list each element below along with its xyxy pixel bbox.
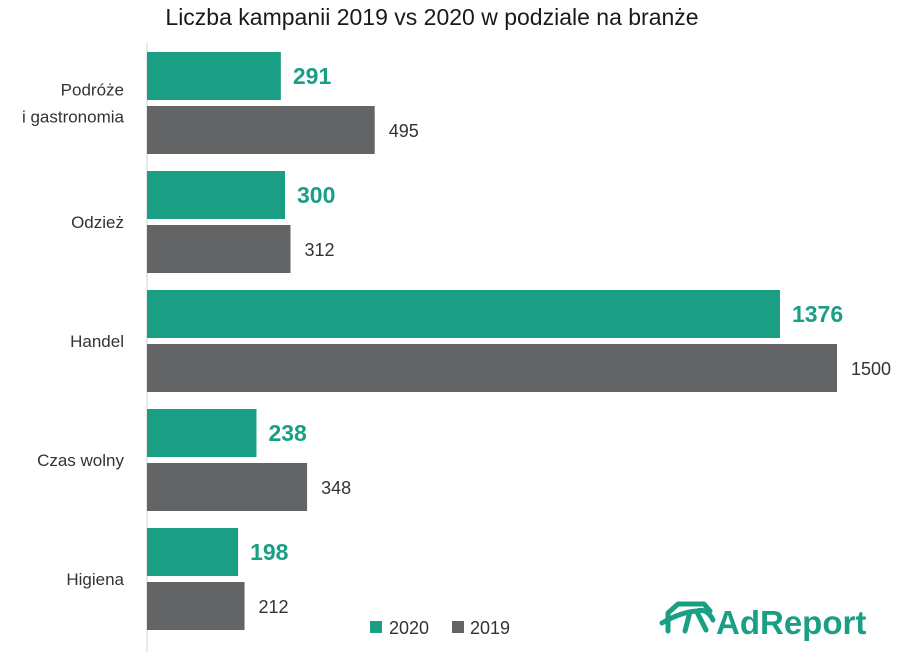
value-label-2020-0: 291 <box>293 63 332 89</box>
legend-label-2020: 2020 <box>389 618 429 638</box>
value-label-2020-3: 238 <box>268 420 307 446</box>
category-label-4: Higiena <box>66 570 124 589</box>
adreport-logo-text: AdReport <box>716 604 866 641</box>
bar-2019-1 <box>147 225 291 273</box>
adreport-logo-icon <box>659 601 716 634</box>
value-label-2020-2: 1376 <box>792 301 843 327</box>
value-label-2020-4: 198 <box>250 539 289 565</box>
bar-2020-2 <box>147 290 780 338</box>
legend[interactable]: 2020 2019 <box>370 618 510 638</box>
bar-2019-0 <box>147 106 375 154</box>
category-label-0: Podróże i gastronomia <box>22 81 125 127</box>
value-label-2019-3: 348 <box>321 478 351 498</box>
legend-swatch-2019 <box>452 621 464 633</box>
category-label-3: Czas wolny <box>37 451 124 470</box>
value-label-2019-0: 495 <box>389 121 419 141</box>
value-labels: 291 495 300 312 1376 1500 238 348 198 212 <box>250 63 891 617</box>
legend-swatch-2020 <box>370 621 382 633</box>
value-label-2019-4: 212 <box>259 597 289 617</box>
bars-group <box>147 52 837 630</box>
bar-2020-0 <box>147 52 281 100</box>
bar-2019-4 <box>147 582 245 630</box>
bar-2019-2 <box>147 344 837 392</box>
bar-2020-1 <box>147 171 285 219</box>
chart-title: Liczba kampanii 2019 vs 2020 w podziale … <box>165 4 698 30</box>
category-label-2: Handel <box>70 332 124 351</box>
bar-2020-4 <box>147 528 239 576</box>
category-labels: Podróże i gastronomia Odzież Handel Czas wol… <box>22 81 125 590</box>
bar-2020-3 <box>147 409 257 457</box>
adreport-logo: AdReport <box>659 601 866 641</box>
bar-2019-3 <box>147 463 308 511</box>
category-label-1: Odzież <box>71 213 124 232</box>
value-label-2020-1: 300 <box>297 182 335 208</box>
legend-label-2019: 2019 <box>470 618 510 638</box>
value-label-2019-2: 1500 <box>851 359 891 379</box>
value-label-2019-1: 312 <box>305 240 335 260</box>
